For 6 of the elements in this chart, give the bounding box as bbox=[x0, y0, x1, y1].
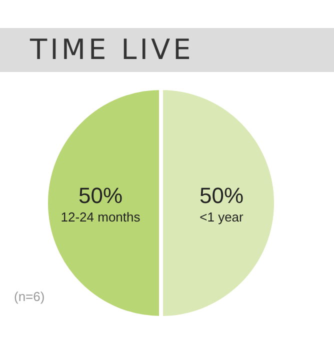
text: (n=6) bbox=[14, 289, 45, 304]
chart-title: TIME LIVE bbox=[0, 28, 334, 72]
data-label: 50% bbox=[78, 183, 123, 208]
slice-label: 12-24 months bbox=[60, 210, 141, 224]
data-label: 50% bbox=[199, 183, 244, 208]
slice-label: <1 year bbox=[200, 210, 244, 224]
